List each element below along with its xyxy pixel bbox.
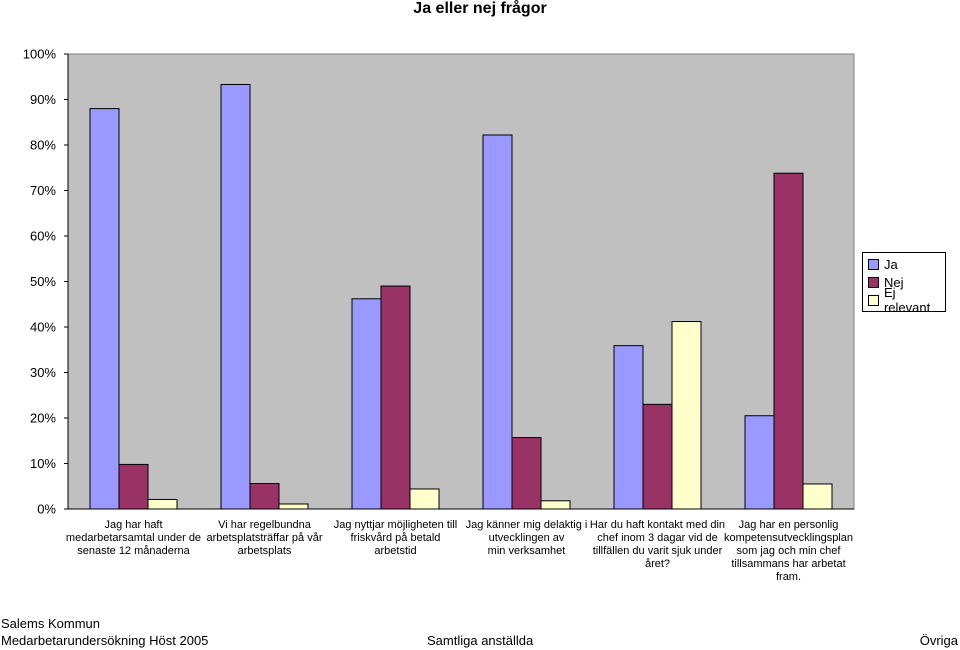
- x-tick-label: Jag har en personlig kompetensutvecklings…: [724, 519, 853, 583]
- bar-nej: [773, 172, 804, 510]
- y-tick-label: 70%: [30, 183, 56, 198]
- chart-title: Ja eller nej frågor: [413, 0, 547, 17]
- y-tick-label: 40%: [30, 320, 56, 335]
- footer-category: Övriga: [919, 633, 958, 648]
- bar-ej-relevant: [278, 503, 309, 510]
- bar-ja: [89, 108, 120, 510]
- legend-item-ej-relevant: Ej relevant: [868, 285, 945, 315]
- y-tick-label: 30%: [30, 365, 56, 380]
- x-tick-label: Har du haft kontakt med din chef inom 3 d…: [590, 519, 725, 570]
- footer-org: Salems Kommun: [1, 616, 100, 631]
- bar-ja: [482, 134, 513, 510]
- y-tick-label: 60%: [30, 229, 56, 244]
- bar-nej: [380, 285, 411, 510]
- legend-label-ja: Ja: [884, 256, 898, 272]
- footer-group: Samtliga anställda: [427, 633, 534, 648]
- bar-ja: [744, 415, 775, 510]
- legend-swatch-ja: [868, 258, 879, 270]
- bar-ja: [613, 345, 644, 510]
- bar-ja: [220, 83, 251, 510]
- y-tick-label: 80%: [30, 138, 56, 153]
- legend-label-ej-relevant: Ej relevant: [883, 285, 931, 315]
- legend-item-ja: Ja: [868, 255, 945, 273]
- bar-ja: [351, 298, 382, 510]
- bar-ej-relevant: [671, 321, 702, 510]
- legend-swatch-nej: [868, 276, 879, 288]
- bar-ej-relevant: [802, 483, 833, 510]
- bar-ej-relevant: [409, 488, 440, 510]
- legend-label-nej: Nej: [884, 274, 904, 290]
- bar-nej: [249, 483, 280, 510]
- footer-survey: Medarbetarundersökning Höst 2005: [1, 633, 209, 648]
- x-tick-label: Jag känner mig delaktig i utvecklingen av…: [466, 519, 588, 557]
- bar-ej-relevant: [540, 500, 571, 510]
- x-tick-label: Jag nyttjar möjligheten till friskvård på…: [334, 519, 458, 557]
- legend-item-nej: Nej: [868, 273, 945, 291]
- y-tick-label: 90%: [30, 92, 56, 107]
- plot-area: [67, 53, 855, 510]
- y-tick-label: 10%: [30, 456, 56, 471]
- y-tick-label: 50%: [30, 274, 56, 289]
- bar-ej-relevant: [147, 498, 178, 510]
- legend-swatch-ej-relevant: [868, 294, 879, 306]
- bar-nej: [511, 437, 542, 510]
- y-tick-label: 0%: [37, 502, 56, 517]
- bar-nej: [118, 463, 149, 510]
- bar-nej: [642, 403, 673, 510]
- x-tick-label: Jag har haft medarbetarsamtal under de sen…: [66, 519, 201, 557]
- legend: Ja Nej Ej relevant: [862, 252, 946, 315]
- y-tick-label: 100%: [23, 47, 57, 62]
- x-tick-label: Vi har regelbundna arbetsplatsträffar på …: [207, 519, 323, 557]
- y-tick-label: 20%: [30, 411, 56, 426]
